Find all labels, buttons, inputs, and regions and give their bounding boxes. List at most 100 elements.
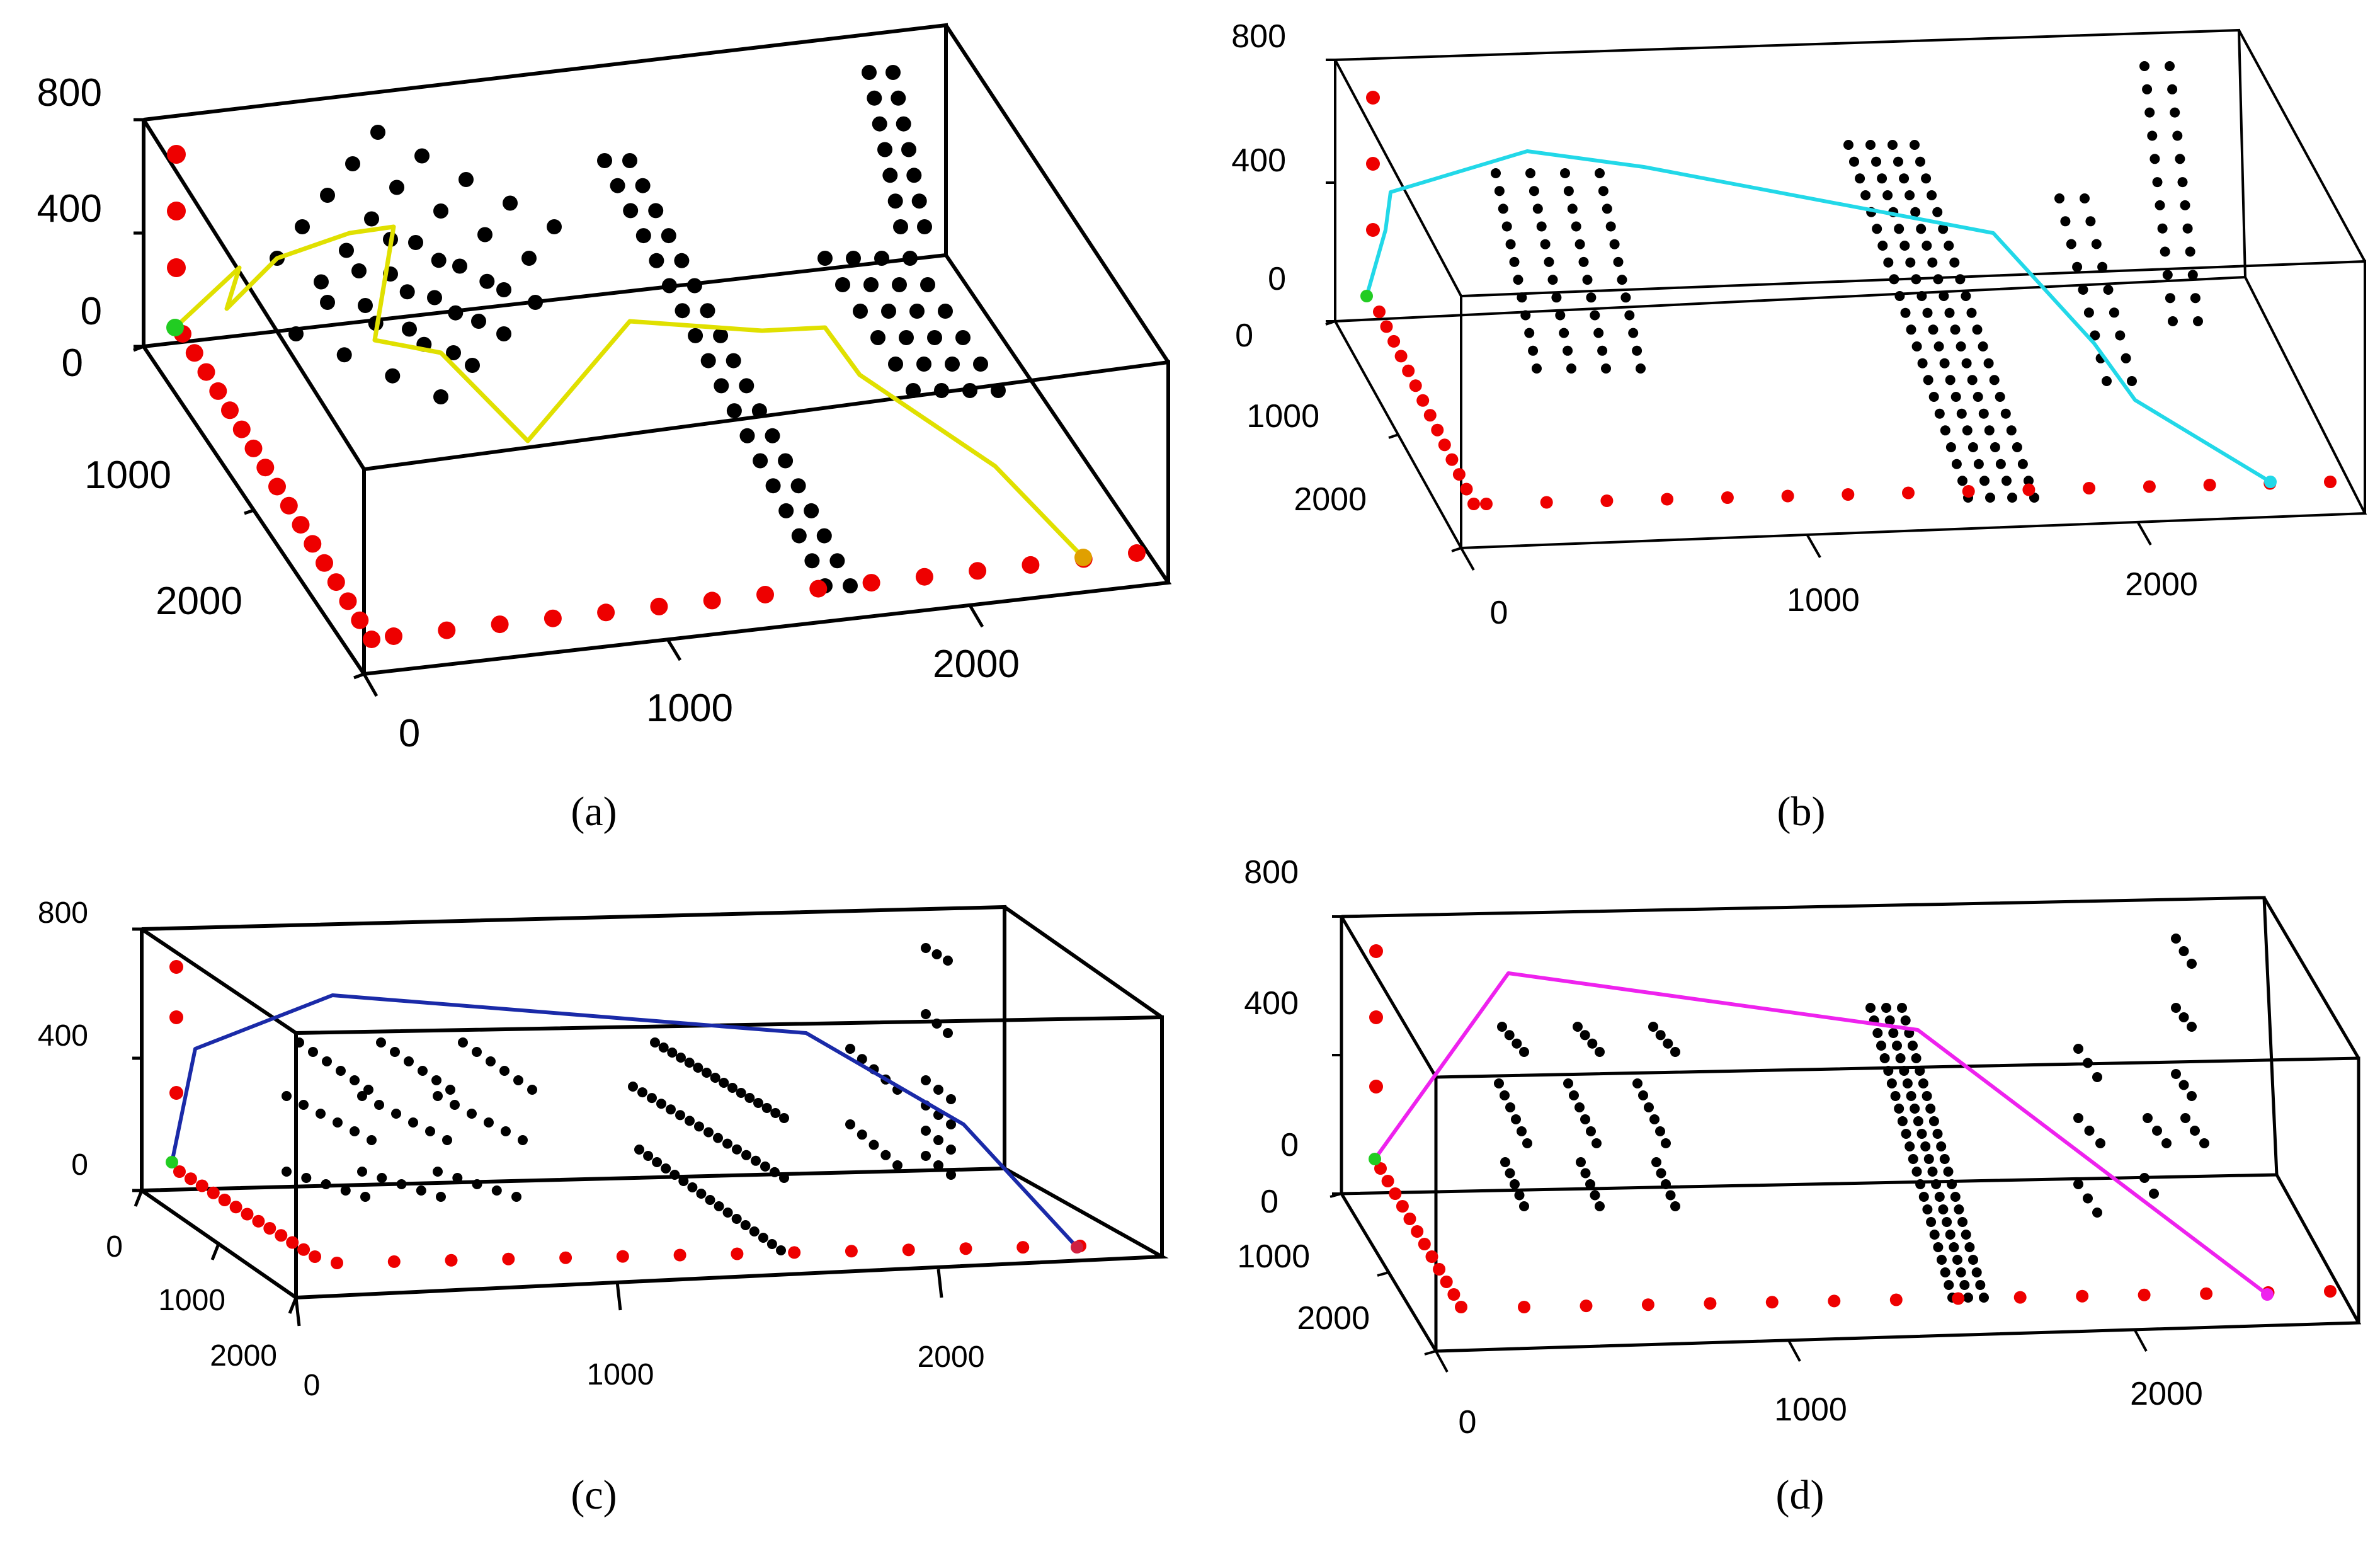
data-point: [2001, 476, 2012, 486]
data-point: [650, 1037, 660, 1048]
data-point: [610, 178, 625, 193]
z-tick-labels: 800 400 0: [38, 896, 88, 1182]
data-point: [685, 1116, 695, 1126]
data-point: [1505, 239, 1516, 249]
axis-marker: [207, 1186, 220, 1199]
path-end-marker: [1071, 1241, 1083, 1254]
path-line: [173, 224, 1085, 559]
data-point: [1889, 274, 1899, 285]
data-point: [442, 1135, 452, 1145]
data-point: [458, 1037, 468, 1048]
data-point: [962, 383, 977, 398]
axis-marker: [218, 1194, 231, 1206]
panel-label: (b): [1777, 789, 1826, 835]
data-point: [1950, 1192, 1961, 1202]
data-point: [301, 1173, 312, 1183]
data-point: [1905, 257, 1916, 268]
data-point: [467, 1109, 477, 1119]
data-point: [901, 142, 916, 157]
x-tick-label: 0: [1490, 595, 1508, 631]
axis-marker: [1369, 1080, 1383, 1094]
data-point: [2178, 1080, 2189, 1090]
y-tick-label: 0: [62, 341, 83, 385]
data-point: [2171, 1003, 2181, 1013]
data-point: [714, 1201, 724, 1211]
data-point: [688, 328, 703, 343]
y-tick-label: 2000: [1294, 481, 1367, 518]
data-point: [623, 203, 639, 219]
data-point: [1566, 363, 1576, 374]
data-point: [433, 1091, 443, 1101]
data-point: [1665, 1190, 1676, 1201]
data-point: [433, 389, 448, 404]
data-point: [1918, 1078, 1928, 1088]
data-point: [804, 553, 820, 569]
data-point: [921, 1151, 931, 1161]
data-point: [299, 1100, 309, 1110]
axis-marker: [1380, 320, 1393, 333]
data-point: [1927, 1167, 1938, 1177]
data-point: [933, 1135, 943, 1145]
data-point: [1494, 1078, 1504, 1088]
data-point: [1504, 1030, 1515, 1041]
data-point: [501, 1126, 511, 1136]
data-point: [1966, 307, 1977, 318]
data-point: [911, 193, 927, 209]
data-point: [667, 1048, 678, 1058]
axis-marker: [756, 586, 774, 603]
axis-marker: [387, 1255, 401, 1268]
axis-marker: [263, 1222, 276, 1235]
data-point: [477, 227, 493, 243]
data-point: [282, 1167, 292, 1177]
data-point: [1569, 1090, 1579, 1100]
data-point: [1963, 1293, 1973, 1303]
data-point: [1593, 328, 1604, 338]
axis-marker: [1447, 1288, 1460, 1301]
data-point: [528, 295, 543, 310]
panel-a: 800 400 0 0 1000 2000 0 1000 2000 (a): [37, 23, 1172, 835]
data-point: [1901, 1129, 1911, 1139]
axis-marker: [502, 1252, 515, 1265]
data-point: [1894, 1104, 1905, 1114]
z-tick-label: 0: [1280, 1127, 1299, 1163]
data-point: [2187, 959, 2197, 969]
data-point: [433, 1167, 443, 1177]
axis-marker: [2138, 1288, 2151, 1301]
data-point: [1955, 274, 1966, 285]
data-point: [1968, 1255, 1978, 1265]
data-point: [675, 1110, 685, 1121]
y-tick-labels: 0 1000 2000: [1237, 1184, 1370, 1337]
data-point: [418, 1066, 428, 1076]
route-path: [1369, 971, 2274, 1301]
data-point: [2060, 216, 2071, 227]
data-point: [1877, 173, 1887, 184]
axis-marker: [1366, 91, 1380, 105]
y-tick-label: 0: [106, 1230, 123, 1264]
axis-marker: [2143, 480, 2156, 493]
data-point: [1883, 1066, 1894, 1076]
axis-marker: [544, 609, 562, 627]
data-point: [760, 1161, 770, 1172]
axis-marker: [1433, 1263, 1446, 1276]
data-point: [2152, 177, 2163, 188]
data-point: [749, 1226, 760, 1236]
data-point: [1897, 1116, 1908, 1126]
data-point: [1956, 1267, 1966, 1277]
axis-marker: [232, 420, 251, 438]
data-point: [446, 345, 461, 360]
data-point: [622, 153, 637, 168]
data-point: [2090, 330, 2100, 341]
data-point: [933, 1085, 943, 1095]
data-point: [909, 304, 925, 319]
data-point: [357, 1167, 367, 1177]
data-point: [1961, 291, 1971, 301]
x-tick-label: 1000: [1787, 582, 1860, 619]
data-point: [874, 251, 889, 266]
data-point: [1661, 1179, 1671, 1189]
x-tick-label: 0: [399, 712, 420, 755]
data-point: [765, 478, 781, 494]
axis-marker: [1366, 223, 1380, 237]
data-point: [835, 277, 850, 292]
axis-marker: [1452, 468, 1466, 481]
